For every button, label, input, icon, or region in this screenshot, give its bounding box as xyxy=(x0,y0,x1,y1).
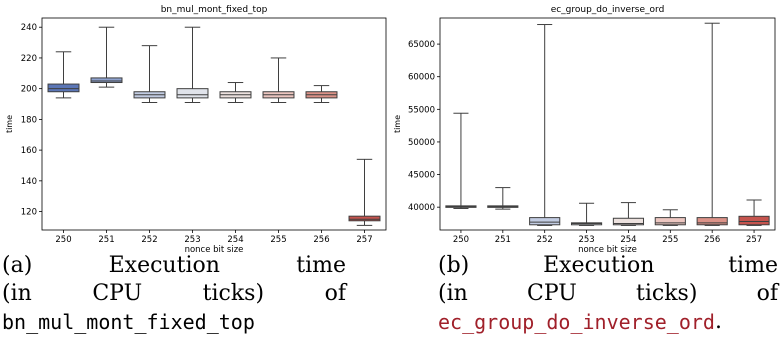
chart-title: bn_mul_mont_fixed_top xyxy=(161,5,268,15)
chart-panel-a: bn_mul_mont_fixed_top 120 140 160 180 200 220 2… xyxy=(0,0,390,255)
x-tick-label: 250 xyxy=(55,235,71,245)
y-tick-label: 160 xyxy=(21,146,37,156)
y-tick-label: 140 xyxy=(21,177,37,187)
caption-b-word-5: ticks) xyxy=(636,281,698,306)
x-tick-label: 251 xyxy=(98,235,114,245)
caption-b-period: . xyxy=(714,309,722,334)
y-axis-label: time xyxy=(393,115,402,133)
x-tick-label: 256 xyxy=(313,235,329,245)
caption-b: (b) Execution time (in CPU ticks) of ec_… xyxy=(438,252,778,336)
caption-b-label: (b) xyxy=(438,253,470,278)
x-tick-label: 255 xyxy=(270,235,286,245)
x-tick-label: 252 xyxy=(537,235,553,245)
x-tick-label: 257 xyxy=(356,235,372,245)
y-tick-label: 200 xyxy=(21,85,37,95)
boxplot-chart-a: bn_mul_mont_fixed_top 120 140 160 180 200 220 2… xyxy=(5,5,387,255)
caption-b-word-6: of xyxy=(756,281,778,306)
x-axis-label: nonce bit size xyxy=(578,245,637,255)
x-tick-label: 252 xyxy=(141,235,157,245)
y-tick-label: 55000 xyxy=(408,105,435,115)
x-tick-label: 251 xyxy=(495,235,511,245)
box-252 xyxy=(529,217,561,226)
y-tick-label: 60000 xyxy=(408,73,435,83)
box-253 xyxy=(176,88,209,99)
x-tick-label: 254 xyxy=(227,235,243,245)
caption-b-word-4: CPU xyxy=(527,281,577,306)
caption-a-label: (a) xyxy=(2,253,33,278)
y-axis-label: time xyxy=(5,115,14,133)
x-tick-label: 254 xyxy=(620,235,636,245)
y-tick-label: 180 xyxy=(21,115,37,125)
y-tick-label: 120 xyxy=(21,208,37,218)
y-tick-label: 40000 xyxy=(408,203,435,213)
y-tick-label: 65000 xyxy=(408,40,435,50)
plot-frame xyxy=(41,17,387,231)
chart-panel-b: ec_group_do_inverse_ord 40000 45000 50000 55… xyxy=(390,0,781,255)
caption-a: (a) Execution time (in CPU ticks) of bn_… xyxy=(2,252,346,336)
x-tick-label: 257 xyxy=(746,235,762,245)
caption-b-word-2: time xyxy=(728,253,778,278)
box-256 xyxy=(696,217,728,226)
plot-frame xyxy=(439,17,776,231)
box-257 xyxy=(738,215,770,226)
caption-b-function-name: ec_group_do_inverse_ord xyxy=(438,310,715,334)
box-250 xyxy=(47,83,80,93)
y-tick-label: 220 xyxy=(21,54,37,64)
box-254 xyxy=(612,217,645,226)
box-251 xyxy=(90,77,123,84)
x-axis-label: nonce bit size xyxy=(185,245,244,255)
x-tick-label: 253 xyxy=(578,235,594,245)
box-257 xyxy=(348,215,381,222)
chart-title: ec_group_do_inverse_ord xyxy=(551,5,665,15)
boxplot-chart-b: ec_group_do_inverse_ord 40000 45000 50000 55… xyxy=(393,5,776,255)
x-tick-label: 255 xyxy=(662,235,678,245)
box-255 xyxy=(654,217,686,226)
x-tick-label: 250 xyxy=(453,235,469,245)
caption-b-word-3: (in xyxy=(438,281,468,306)
x-tick-label: 253 xyxy=(184,235,200,245)
caption-a-function-name: bn_mul_mont_fixed_top xyxy=(2,310,255,334)
caption-a-word-6: of xyxy=(324,281,346,306)
y-tick-label: 45000 xyxy=(408,171,435,181)
caption-a-word-3: (in xyxy=(2,281,32,306)
x-tick-label: 256 xyxy=(704,235,720,245)
caption-a-word-4: CPU xyxy=(92,281,143,306)
y-tick-label: 240 xyxy=(21,23,37,33)
y-tick-label: 50000 xyxy=(408,138,435,148)
caption-a-word-5: ticks) xyxy=(202,281,265,306)
caption-a-word-2: time xyxy=(296,253,346,278)
caption-a-word-1: Execution xyxy=(108,253,220,278)
caption-b-word-1: Execution xyxy=(543,253,655,278)
